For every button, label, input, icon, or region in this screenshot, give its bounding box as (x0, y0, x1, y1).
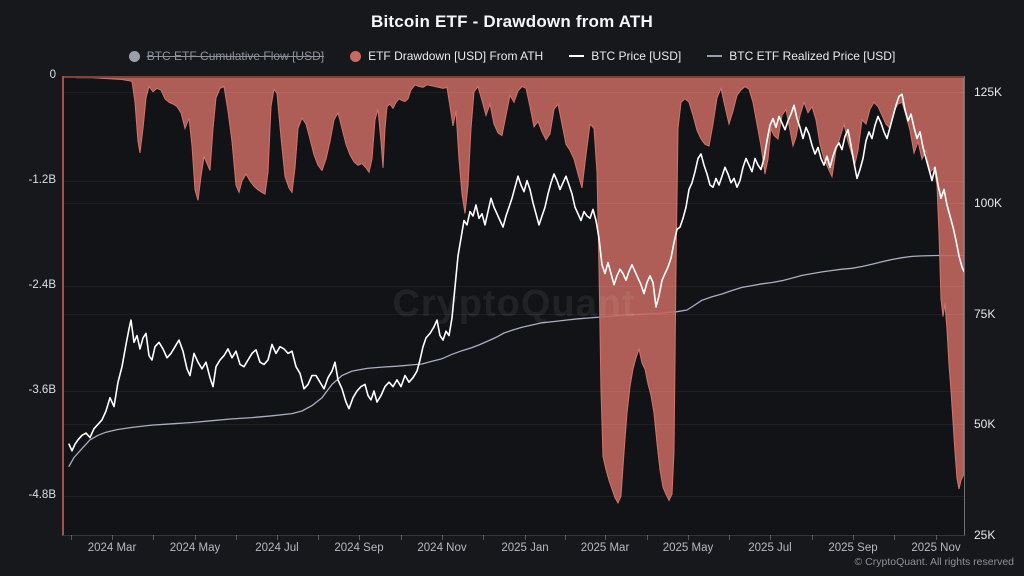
legend-label: ETF Drawdown [USD] From ATH (368, 49, 544, 63)
y-axis-left-label: -1.2B (28, 174, 57, 186)
x-axis-tick (936, 535, 937, 540)
y-axis-left-label: -3.6B (28, 384, 57, 396)
y-axis-right-label: 25K (974, 528, 996, 542)
legend-item-etf-drawdown[interactable]: ETF Drawdown [USD] From ATH (350, 49, 543, 63)
etf-drawdown-dot-icon (350, 50, 362, 62)
copyright-footer: © CryptoQuant. All rights reserved (854, 556, 1014, 568)
legend-item-btc-price[interactable]: BTC Price [USD] (569, 49, 681, 63)
x-axis-label: 2025 Sep (828, 542, 878, 554)
cumulative-flow-dot-icon (128, 50, 140, 62)
x-axis-tick (401, 535, 402, 540)
y-axis-left-label: 0 (49, 69, 56, 81)
gridline (64, 202, 964, 204)
x-axis-tick (729, 535, 730, 540)
realized-price-line-icon (707, 55, 723, 57)
x-axis-label: 2024 Jul (255, 542, 299, 554)
x-axis-label: 2025 Nov (911, 542, 961, 554)
gridline (64, 496, 964, 497)
gridline (64, 313, 964, 315)
x-axis-tick (442, 535, 443, 540)
chart-legend: BTC ETF Cumulative Flow [USD] ETF Drawdo… (0, 49, 1024, 63)
y-axis-right-label: 50K (974, 417, 996, 432)
gridline (64, 535, 964, 536)
x-axis-label: 2024 May (169, 542, 221, 554)
x-axis-tick (812, 535, 813, 540)
x-axis-tick (71, 535, 72, 540)
btc-price-series (68, 93, 964, 452)
realized-price-series (68, 254, 964, 467)
x-axis-tick (236, 535, 237, 540)
x-axis-tick (153, 535, 154, 540)
x-axis-tick (688, 535, 689, 540)
y-axis-right-label: 100K (974, 195, 1003, 210)
x-axis-tick (894, 535, 895, 540)
x-axis-label: 2024 Sep (334, 542, 384, 554)
x-axis-tick (770, 535, 771, 540)
y-axis-right-label: 75K (974, 306, 996, 321)
x-axis-tick (565, 535, 566, 540)
x-axis-tick (318, 535, 319, 540)
legend-label: BTC ETF Cumulative Flow [USD] (146, 49, 325, 63)
x-axis-tick (853, 535, 854, 540)
y-axis-left-label: -2.4B (28, 279, 57, 291)
y-axis-left-label: -4.8B (28, 489, 57, 501)
x-axis-label: 2025 May (662, 542, 714, 554)
legend-label: BTC Price [USD] (591, 49, 682, 63)
x-axis-tick (112, 535, 113, 540)
plot-area[interactable]: CryptoQuant 0 -1.2B -2.4B -3.6B -4.8B 125K 100… (29, 69, 1003, 554)
x-axis-tick (647, 535, 648, 540)
y-axis-right-label: 125K (974, 85, 1003, 99)
cryptoquant-watermark: CryptoQuant (392, 283, 636, 325)
gridline (64, 286, 964, 287)
x-axis-label: 2024 Nov (417, 542, 467, 554)
x-axis-label: 2025 Jan (501, 542, 549, 554)
x-axis-label: 2024 Mar (87, 542, 137, 554)
gridline (64, 181, 964, 182)
x-axis-tick (195, 535, 196, 540)
x-axis-tick (605, 535, 606, 540)
gridline (64, 391, 964, 392)
legend-item-cumulative-flow[interactable]: BTC ETF Cumulative Flow [USD] (128, 49, 325, 63)
x-axis-tick (525, 535, 526, 540)
x-axis-tick (359, 535, 360, 540)
legend-item-realized-price[interactable]: BTC ETF Realized Price [USD] (707, 49, 895, 63)
drawdown-area-series (66, 76, 964, 505)
x-axis-label: 2025 Mar (580, 542, 630, 554)
gridline (64, 424, 964, 426)
page-title: Bitcoin ETF - Drawdown from ATH (371, 12, 653, 31)
btc-price-line-icon (569, 55, 585, 57)
x-axis-tick (483, 535, 484, 540)
x-axis-tick (277, 535, 278, 540)
gridline (64, 92, 964, 93)
legend-label: BTC ETF Realized Price [USD] (729, 49, 896, 63)
chart-canvas[interactable] (64, 76, 964, 535)
x-axis-label: 2025 Jul (748, 542, 792, 554)
